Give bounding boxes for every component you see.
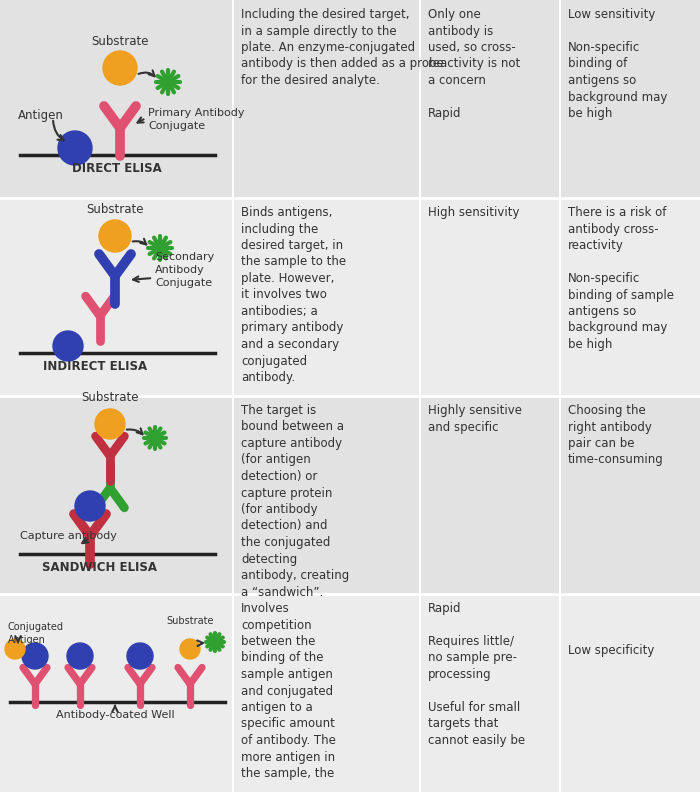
Circle shape (127, 643, 153, 669)
Circle shape (67, 643, 93, 669)
Text: INDIRECT ELISA: INDIRECT ELISA (43, 360, 147, 373)
Text: Choosing the
right antibody
pair can be
time-consuming: Choosing the right antibody pair can be … (568, 404, 664, 466)
Circle shape (5, 639, 25, 659)
Text: Substrate: Substrate (86, 203, 144, 216)
Text: Low sensitivity

Non-specific
binding of
antigens so
background may
be high: Low sensitivity Non-specific binding of … (568, 8, 667, 120)
Circle shape (95, 409, 125, 439)
Bar (0, 198, 700, 396)
Text: Rapid

Requires little/
no sample pre-
processing

Useful for small
targets that: Rapid Requires little/ no sample pre- pr… (428, 602, 525, 747)
Text: Highly sensitive
and specific: Highly sensitive and specific (428, 404, 522, 433)
Bar (0, 0, 700, 198)
Text: Substrate: Substrate (167, 616, 214, 626)
Text: Capture antibody: Capture antibody (20, 531, 117, 541)
Text: High sensitivity: High sensitivity (428, 206, 519, 219)
Text: Substrate: Substrate (81, 391, 139, 404)
Circle shape (180, 639, 200, 659)
Text: DIRECT ELISA: DIRECT ELISA (72, 162, 162, 175)
Text: SANDWICH ELISA: SANDWICH ELISA (43, 561, 158, 574)
Text: There is a risk of
antibody cross-
reactivity

Non-specific
binding of sample
an: There is a risk of antibody cross- react… (568, 206, 674, 351)
Text: Low specificity: Low specificity (568, 644, 654, 657)
Bar (0, 594, 700, 792)
Text: Including the desired target,
in a sample directly to the
plate. An enzyme-conju: Including the desired target, in a sampl… (241, 8, 444, 87)
Circle shape (99, 220, 131, 252)
Text: Conjugated
Antigen: Conjugated Antigen (8, 622, 64, 645)
Circle shape (53, 331, 83, 361)
Text: The target is
bound between a
capture antibody
(for antigen
detection) or
captur: The target is bound between a capture an… (241, 404, 349, 599)
Circle shape (22, 643, 48, 669)
Text: Secondary
Antibody
Conjugate: Secondary Antibody Conjugate (155, 252, 214, 287)
Text: Binds antigens,
including the
desired target, in
the sample to the
plate. Howeve: Binds antigens, including the desired ta… (241, 206, 346, 384)
Circle shape (103, 51, 137, 85)
Bar (0, 396, 700, 594)
Text: Antibody-coated Well: Antibody-coated Well (56, 710, 174, 720)
Text: Antigen: Antigen (18, 109, 64, 121)
Circle shape (75, 491, 105, 521)
Text: Primary Antibody
Conjugate: Primary Antibody Conjugate (148, 108, 244, 131)
Text: Involves
competition
between the
binding of the
sample antigen
and conjugated
an: Involves competition between the binding… (241, 602, 336, 780)
Circle shape (58, 131, 92, 165)
Text: Only one
antibody is
used, so cross-
reactivity is not
a concern

Rapid: Only one antibody is used, so cross- rea… (428, 8, 520, 120)
Text: Substrate: Substrate (91, 35, 148, 48)
